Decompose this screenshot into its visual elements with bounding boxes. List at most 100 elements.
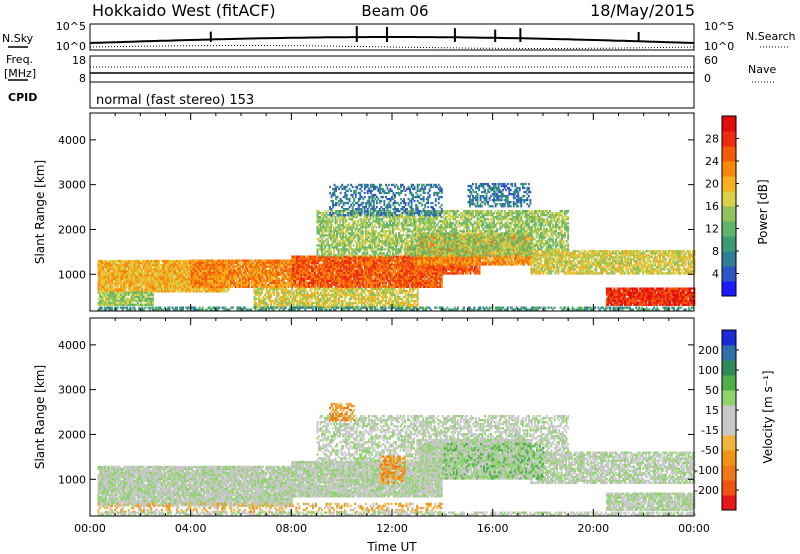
- power-cell: [148, 274, 151, 277]
- power-cell: [97, 280, 100, 283]
- power-cell: [123, 301, 126, 304]
- power-cell: [195, 288, 198, 291]
- power-cell: [321, 279, 324, 282]
- power-cell: [323, 267, 325, 270]
- power-cell: [360, 259, 363, 262]
- power-cell: [103, 295, 106, 298]
- power-cell: [272, 275, 275, 278]
- power-cell: [145, 261, 148, 265]
- power-cell: [148, 259, 151, 263]
- power-cell: [183, 280, 186, 283]
- power-cell: [183, 286, 186, 289]
- power-cell: [354, 257, 357, 260]
- power-cell: [133, 259, 136, 263]
- power-cell: [385, 285, 387, 289]
- power-cell: [236, 277, 238, 280]
- power-cell: [338, 265, 341, 268]
- power-cell: [375, 275, 378, 278]
- power-cell: [351, 285, 354, 289]
- power-cell: [374, 267, 377, 270]
- power-cell: [369, 257, 372, 260]
- power-cell: [176, 268, 179, 271]
- power-cell: [200, 290, 203, 293]
- power-cell: [279, 265, 282, 268]
- power-cell: [182, 259, 185, 263]
- date-title: 18/May/2015: [590, 1, 695, 20]
- power-cell: [97, 270, 100, 273]
- power-cell: [105, 291, 108, 294]
- power-cell: [304, 277, 307, 280]
- power-cell: [232, 261, 235, 264]
- power-cell: [144, 303, 147, 306]
- power-cell: [218, 286, 221, 289]
- power-cell: [111, 299, 114, 302]
- power-cell: [192, 273, 195, 276]
- power-cell: [421, 277, 424, 280]
- power-cell: [111, 282, 114, 285]
- power-cell: [333, 283, 336, 287]
- power-cell: [338, 285, 341, 289]
- power-cell: [183, 278, 186, 281]
- power-cell: [199, 279, 202, 282]
- power-cell: [225, 275, 228, 278]
- power-cell: [279, 271, 282, 274]
- power-cell: [378, 271, 381, 274]
- power-cell: [356, 277, 359, 280]
- power-cell: [97, 303, 100, 306]
- power-cell: [301, 261, 304, 264]
- power-cell: [381, 279, 384, 282]
- power-cell: [298, 259, 301, 262]
- power-cell: [419, 268, 422, 271]
- power-cell: [318, 265, 321, 268]
- power-cell: [177, 274, 180, 277]
- power-cell: [273, 283, 276, 287]
- power-cell: [170, 288, 172, 291]
- power-cell: [121, 259, 124, 263]
- power-cell: [171, 266, 174, 269]
- power-cell: [330, 265, 333, 268]
- power-cell: [165, 280, 168, 283]
- power-cell: [136, 303, 139, 306]
- power-cell: [307, 263, 310, 266]
- power-cell: [285, 261, 288, 264]
- power-cell: [260, 259, 263, 262]
- power-cell: [312, 255, 315, 258]
- power-cell: [165, 268, 168, 271]
- power-cell: [266, 283, 269, 287]
- power-cell: [211, 275, 214, 278]
- power-cell: [229, 275, 232, 278]
- power-cell: [333, 281, 336, 285]
- power-cell: [186, 270, 189, 273]
- power-cell: [436, 283, 439, 287]
- power-cell: [141, 293, 144, 296]
- power-cell: [150, 291, 153, 294]
- power-cell: [261, 271, 264, 274]
- power-cell: [144, 261, 147, 265]
- power-cell: [306, 277, 309, 280]
- power-cell: [306, 261, 309, 264]
- power-cell: [365, 283, 368, 287]
- power-cell: [336, 257, 339, 260]
- power-cell: [380, 259, 383, 262]
- power-cell: [171, 288, 174, 291]
- power-cell: [389, 281, 392, 285]
- power-cell: [201, 275, 204, 278]
- power-cell: [196, 273, 199, 276]
- power-cell: [168, 266, 171, 269]
- power-cell: [127, 280, 130, 283]
- power-cell: [351, 283, 354, 287]
- power-cell: [176, 282, 179, 285]
- power-cell: [317, 279, 319, 282]
- power-cell: [237, 259, 240, 262]
- power-cell: [374, 273, 377, 276]
- power-cell: [105, 290, 108, 293]
- power-cell: [457, 259, 460, 262]
- power-cell: [204, 277, 207, 280]
- power-cell: [326, 285, 329, 289]
- power-cell: [151, 293, 154, 296]
- power-cell: [130, 303, 133, 306]
- power-cell: [398, 259, 401, 262]
- power-cell: [153, 259, 156, 263]
- power-cell: [383, 255, 386, 258]
- power-cell: [154, 266, 157, 269]
